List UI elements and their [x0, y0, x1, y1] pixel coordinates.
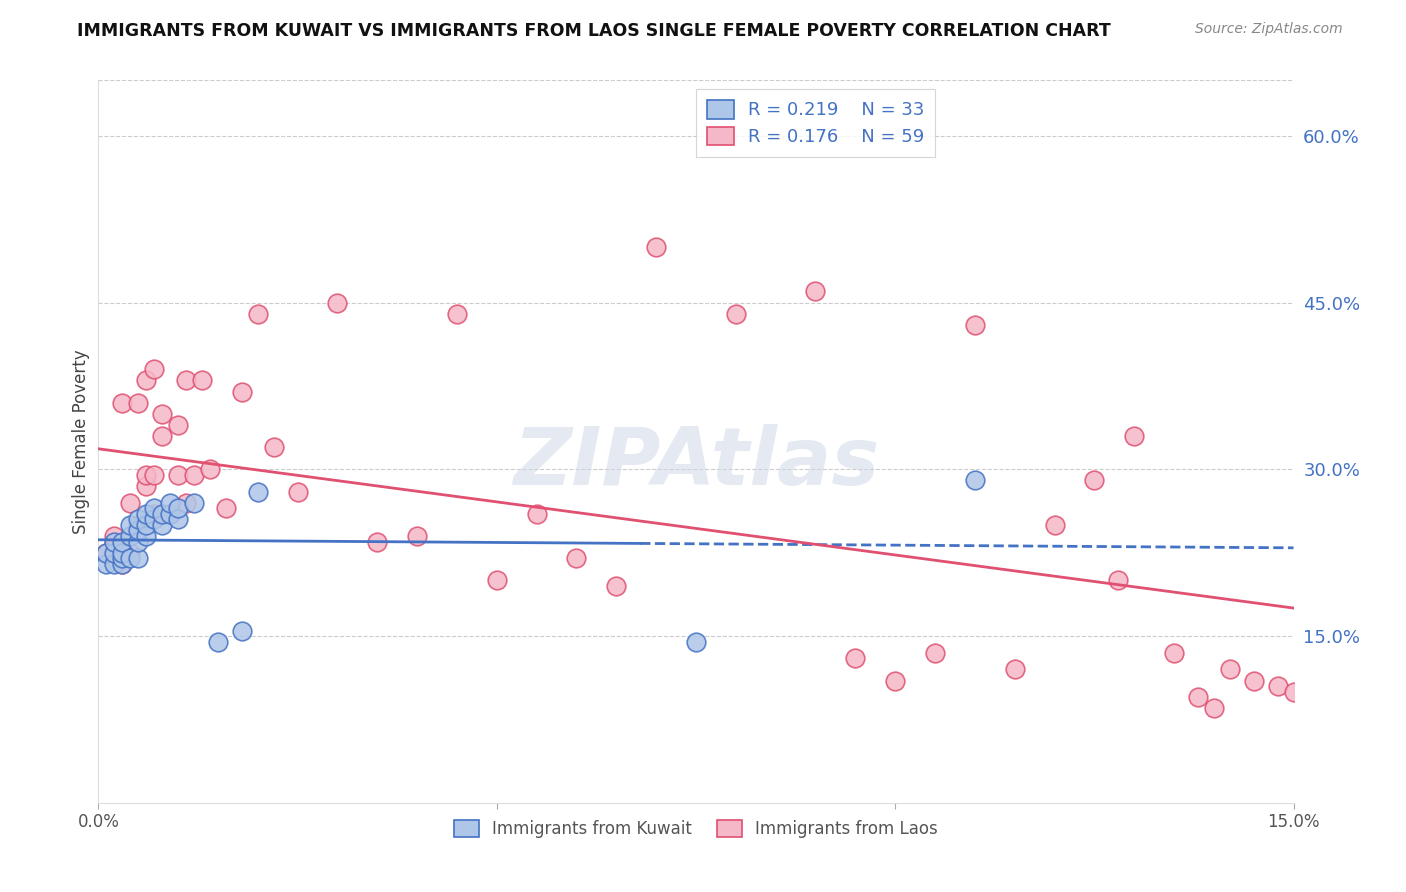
- Point: [183, 467, 205, 482]
- Point: [143, 501, 166, 516]
- Point: [884, 673, 907, 688]
- Point: [111, 534, 134, 549]
- Point: [183, 496, 205, 510]
- Point: [263, 440, 285, 454]
- Point: [215, 501, 238, 516]
- Point: [103, 534, 125, 549]
- Legend: Immigrants from Kuwait, Immigrants from Laos: Immigrants from Kuwait, Immigrants from …: [447, 814, 945, 845]
- Point: [127, 551, 149, 566]
- Point: [96, 546, 118, 560]
- Point: [1163, 646, 1185, 660]
- Point: [143, 507, 166, 521]
- Point: [167, 417, 190, 432]
- Point: [143, 467, 166, 482]
- Point: [135, 507, 157, 521]
- Point: [924, 646, 946, 660]
- Point: [120, 496, 142, 510]
- Point: [246, 307, 269, 321]
- Point: [1043, 517, 1066, 532]
- Point: [685, 634, 707, 648]
- Point: [111, 551, 134, 566]
- Point: [127, 395, 149, 409]
- Point: [167, 467, 190, 482]
- Point: [135, 517, 157, 532]
- Point: [120, 551, 142, 566]
- Point: [231, 384, 253, 399]
- Point: [191, 373, 214, 387]
- Point: [645, 240, 668, 254]
- Point: [135, 373, 157, 387]
- Point: [111, 540, 134, 554]
- Point: [231, 624, 253, 638]
- Point: [167, 501, 190, 516]
- Point: [111, 557, 134, 571]
- Point: [150, 517, 173, 532]
- Point: [963, 318, 986, 332]
- Point: [605, 579, 627, 593]
- Point: [120, 517, 142, 532]
- Point: [446, 307, 468, 321]
- Point: [844, 651, 866, 665]
- Point: [1202, 701, 1225, 715]
- Point: [127, 517, 149, 532]
- Point: [143, 362, 166, 376]
- Point: [135, 479, 157, 493]
- Point: [406, 529, 429, 543]
- Point: [103, 534, 125, 549]
- Point: [150, 407, 173, 421]
- Point: [120, 546, 142, 560]
- Point: [135, 529, 157, 543]
- Point: [1243, 673, 1265, 688]
- Point: [159, 496, 181, 510]
- Point: [1004, 662, 1026, 676]
- Point: [1282, 684, 1305, 698]
- Point: [804, 285, 827, 299]
- Text: IMMIGRANTS FROM KUWAIT VS IMMIGRANTS FROM LAOS SINGLE FEMALE POVERTY CORRELATION: IMMIGRANTS FROM KUWAIT VS IMMIGRANTS FRO…: [77, 22, 1111, 40]
- Point: [111, 395, 134, 409]
- Point: [127, 534, 149, 549]
- Point: [159, 507, 181, 521]
- Point: [143, 512, 166, 526]
- Point: [127, 524, 149, 538]
- Point: [103, 529, 125, 543]
- Point: [366, 534, 388, 549]
- Point: [1187, 690, 1209, 705]
- Point: [724, 307, 747, 321]
- Point: [111, 546, 134, 560]
- Point: [198, 462, 221, 476]
- Point: [485, 574, 508, 588]
- Point: [174, 496, 197, 510]
- Point: [120, 529, 142, 543]
- Point: [1123, 429, 1146, 443]
- Point: [159, 507, 181, 521]
- Point: [103, 557, 125, 571]
- Point: [1107, 574, 1129, 588]
- Point: [127, 512, 149, 526]
- Point: [96, 557, 118, 571]
- Text: ZIPAtlas: ZIPAtlas: [513, 425, 879, 502]
- Point: [150, 429, 173, 443]
- Point: [1267, 679, 1289, 693]
- Point: [246, 484, 269, 499]
- Point: [565, 551, 588, 566]
- Point: [526, 507, 548, 521]
- Point: [287, 484, 309, 499]
- Y-axis label: Single Female Poverty: Single Female Poverty: [72, 350, 90, 533]
- Point: [174, 373, 197, 387]
- Text: Source: ZipAtlas.com: Source: ZipAtlas.com: [1195, 22, 1343, 37]
- Point: [150, 507, 173, 521]
- Point: [96, 546, 118, 560]
- Point: [207, 634, 229, 648]
- Point: [111, 557, 134, 571]
- Point: [326, 295, 349, 310]
- Point: [1083, 474, 1105, 488]
- Point: [135, 467, 157, 482]
- Point: [963, 474, 986, 488]
- Point: [1219, 662, 1241, 676]
- Point: [103, 551, 125, 566]
- Point: [167, 512, 190, 526]
- Point: [103, 546, 125, 560]
